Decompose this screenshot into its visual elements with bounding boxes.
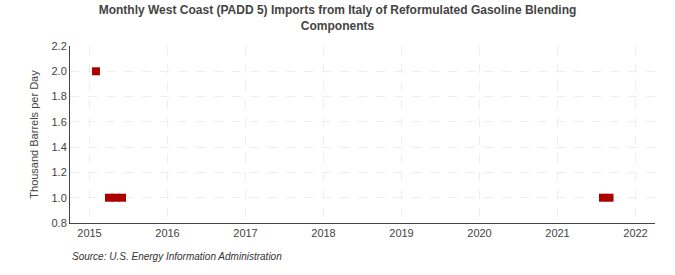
svg-text:2.0: 2.0 [52,65,67,77]
svg-text:1.2: 1.2 [52,166,67,178]
svg-text:1.0: 1.0 [52,192,67,204]
svg-text:1.8: 1.8 [52,90,67,102]
svg-text:Thousand Barrels per Day: Thousand Barrels per Day [28,70,40,199]
svg-text:2016: 2016 [155,227,179,239]
svg-text:1.4: 1.4 [52,141,67,153]
svg-text:Monthly West Coast (PADD 5) Im: Monthly West Coast (PADD 5) Imports from… [99,3,577,33]
svg-text:2018: 2018 [311,227,335,239]
svg-text:2020: 2020 [467,227,491,239]
svg-text:Source: U.S. Energy Informatio: Source: U.S. Energy Information Administ… [72,251,282,262]
svg-text:2017: 2017 [233,227,257,239]
svg-text:2021: 2021 [545,227,569,239]
svg-text:0.8: 0.8 [52,217,67,229]
svg-text:2019: 2019 [389,227,413,239]
svg-text:2015: 2015 [77,227,101,239]
svg-text:2022: 2022 [623,227,647,239]
svg-text:1.6: 1.6 [52,116,67,128]
svg-text:2.2: 2.2 [52,40,67,52]
